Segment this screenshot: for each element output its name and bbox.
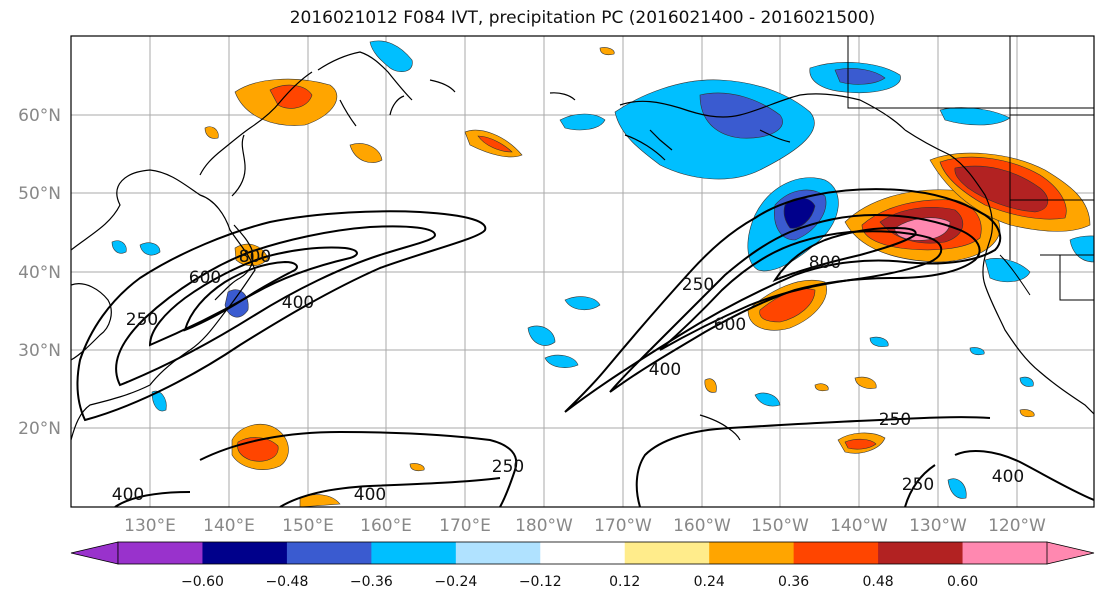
colorbar-segment	[540, 542, 626, 564]
lon-label: 140°E	[203, 516, 255, 536]
lon-label: 130°E	[124, 516, 176, 536]
contour-labels: 400 600 800 250 250 400 600 800 250 400 …	[112, 247, 1024, 505]
contour-label: 800	[809, 253, 841, 273]
lat-label: 20°N	[18, 419, 61, 439]
contour-label: 400	[649, 360, 681, 380]
colorbar-segment	[286, 542, 372, 564]
contour-label: 600	[714, 315, 746, 335]
colorbar-segment	[878, 542, 964, 564]
colorbar-tick-label: 0.48	[863, 574, 894, 590]
contour-label: 250	[126, 310, 158, 330]
lat-label: 40°N	[18, 263, 61, 283]
colorbar-tick-label: 0.12	[609, 574, 640, 590]
colorbar-segment	[962, 542, 1048, 564]
contour-label: 400	[354, 485, 386, 505]
longitude-labels: 130°E 140°E 150°E 160°E 170°E 180°W 170°…	[124, 516, 1046, 536]
latitude-labels: 60°N 50°N 40°N 30°N 20°N	[18, 106, 61, 439]
colorbar-tick-label: −0.24	[434, 574, 477, 590]
colorbar-tick-label: 0.60	[947, 574, 978, 590]
map-frame	[70, 35, 1095, 508]
contour-label: 250	[902, 475, 934, 495]
lon-label: 150°W	[751, 516, 809, 536]
contour-label: 600	[189, 268, 221, 288]
colorbar-segment	[455, 542, 541, 564]
contour-label: 400	[992, 467, 1024, 487]
colorbar-tick-label: −0.48	[265, 574, 308, 590]
colorbar-segment	[118, 542, 203, 564]
lon-label: 180°W	[515, 516, 573, 536]
borders	[847, 36, 1094, 301]
colorbar-tick-label: −0.60	[181, 574, 224, 590]
lon-label: 150°E	[282, 516, 334, 536]
lon-label: 120°W	[988, 516, 1046, 536]
lon-label: 140°W	[830, 516, 888, 536]
colorbar-segment	[624, 542, 710, 564]
precip-shading	[111, 40, 1094, 507]
colorbar-segment	[793, 542, 879, 564]
contour-label: 250	[492, 457, 524, 477]
ivt-contours	[76, 188, 1094, 507]
colorbar-over-arrow	[1046, 541, 1095, 565]
colorbar-segment	[709, 542, 795, 564]
colorbar-tick-label: 0.24	[694, 574, 725, 590]
colorbar: −0.60 −0.48 −0.36 −0.24 −0.12 0.12 0.24 0.36 0.4…	[70, 541, 1095, 590]
contour-label: 400	[112, 485, 144, 505]
lon-label: 170°W	[594, 516, 652, 536]
colorbar-tick-label: −0.12	[519, 574, 562, 590]
coastlines	[71, 51, 1094, 441]
colorbar-tick-label: −0.36	[350, 574, 393, 590]
contour-label: 250	[879, 410, 911, 430]
colorbar-tick-label: 0.36	[778, 574, 809, 590]
map-title: 2016021012 F084 IVT, precipitation PC (2…	[289, 8, 876, 28]
contour-label: 400	[282, 293, 314, 313]
lat-label: 50°N	[18, 184, 61, 204]
alaska-dark-core	[699, 92, 783, 139]
lat-label: 60°N	[18, 106, 61, 126]
lon-label: 160°W	[673, 516, 731, 536]
lon-label: 160°E	[360, 516, 412, 536]
colorbar-under-arrow	[70, 541, 119, 565]
alaska-negative-area	[614, 79, 815, 180]
lat-label: 30°N	[18, 341, 61, 361]
colorbar-segment	[202, 542, 288, 564]
lon-label: 170°E	[439, 516, 491, 536]
contour-label: 800	[239, 247, 271, 267]
contour-label: 250	[682, 275, 714, 295]
gridlines	[71, 36, 1094, 507]
lon-label: 130°W	[909, 516, 967, 536]
colorbar-segment	[371, 542, 457, 564]
